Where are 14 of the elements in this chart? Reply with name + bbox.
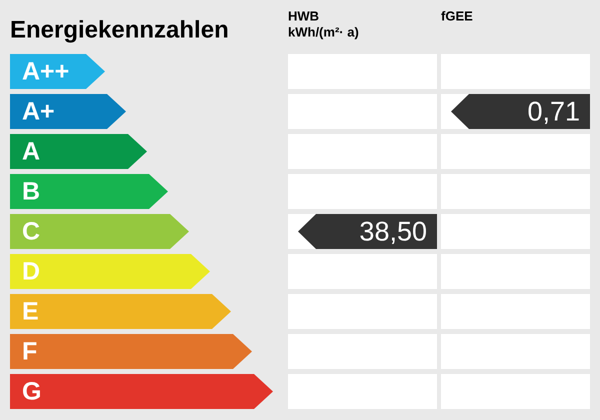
category-label: G bbox=[22, 378, 42, 406]
category-label: A++ bbox=[22, 58, 70, 86]
data-label: 38,50 bbox=[359, 216, 427, 246]
data-label: 0,71 bbox=[527, 96, 580, 126]
text: fGEE bbox=[441, 8, 474, 24]
category-label: E bbox=[22, 298, 39, 326]
text: Energiekennzahlen bbox=[10, 16, 229, 44]
category-label: B bbox=[22, 178, 40, 206]
category-label: D bbox=[22, 258, 40, 286]
category-label: C bbox=[22, 218, 40, 246]
category-label: A bbox=[22, 138, 40, 166]
text: HWB kWh/(m²· a) bbox=[288, 8, 359, 40]
category-label: F bbox=[22, 338, 38, 366]
category-label: A+ bbox=[22, 98, 55, 126]
